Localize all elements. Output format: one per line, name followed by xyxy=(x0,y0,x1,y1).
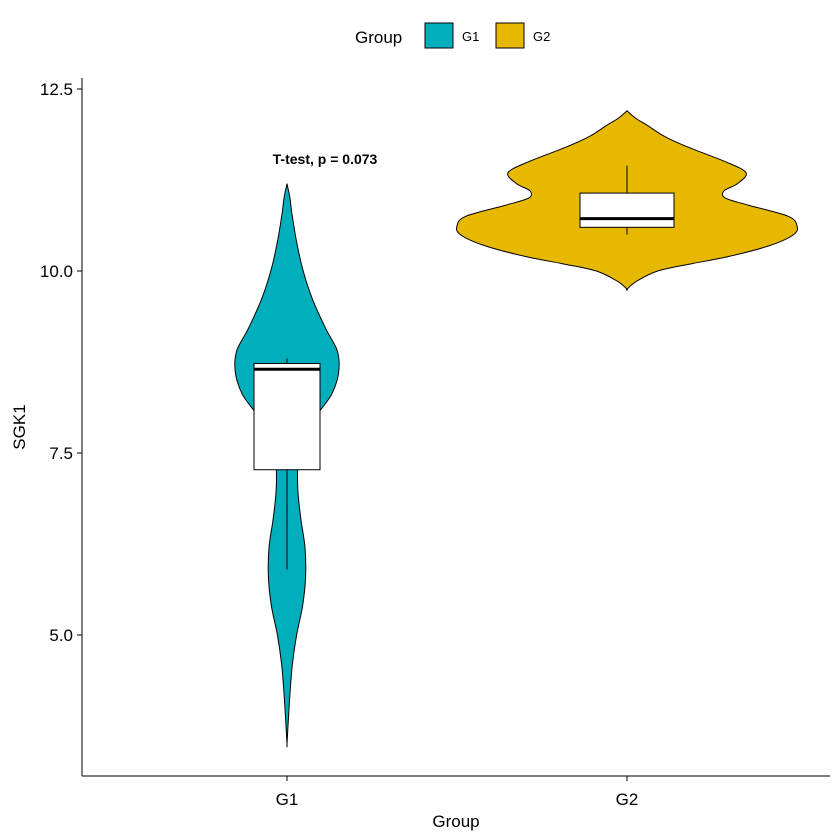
legend-label-g1: G1 xyxy=(462,29,479,44)
box-g1 xyxy=(253,362,321,471)
legend-title: Group xyxy=(355,28,402,47)
x-ticks: G1 G2 xyxy=(276,776,639,809)
y-tick-label: 5.0 xyxy=(49,626,73,645)
legend: Group G1 G2 xyxy=(355,22,550,49)
legend-swatch-g2 xyxy=(495,22,525,49)
x-tick-label: G1 xyxy=(276,790,299,809)
x-axis-title: Group xyxy=(432,812,479,831)
legend-label-g2: G2 xyxy=(533,29,550,44)
x-tick-label: G2 xyxy=(616,790,639,809)
legend-swatch-g1 xyxy=(424,22,454,49)
y-tick-label: 10.0 xyxy=(40,262,73,281)
plot-area xyxy=(234,110,799,748)
y-axis-title: SGK1 xyxy=(10,404,29,449)
y-tick-label: 7.5 xyxy=(49,444,73,463)
y-tick-label: 12.5 xyxy=(40,80,73,99)
y-ticks: 5.0 7.5 10.0 12.5 xyxy=(40,80,82,645)
ttest-annotation: T-test, p = 0.073 xyxy=(273,151,378,167)
box-g2 xyxy=(579,192,675,228)
